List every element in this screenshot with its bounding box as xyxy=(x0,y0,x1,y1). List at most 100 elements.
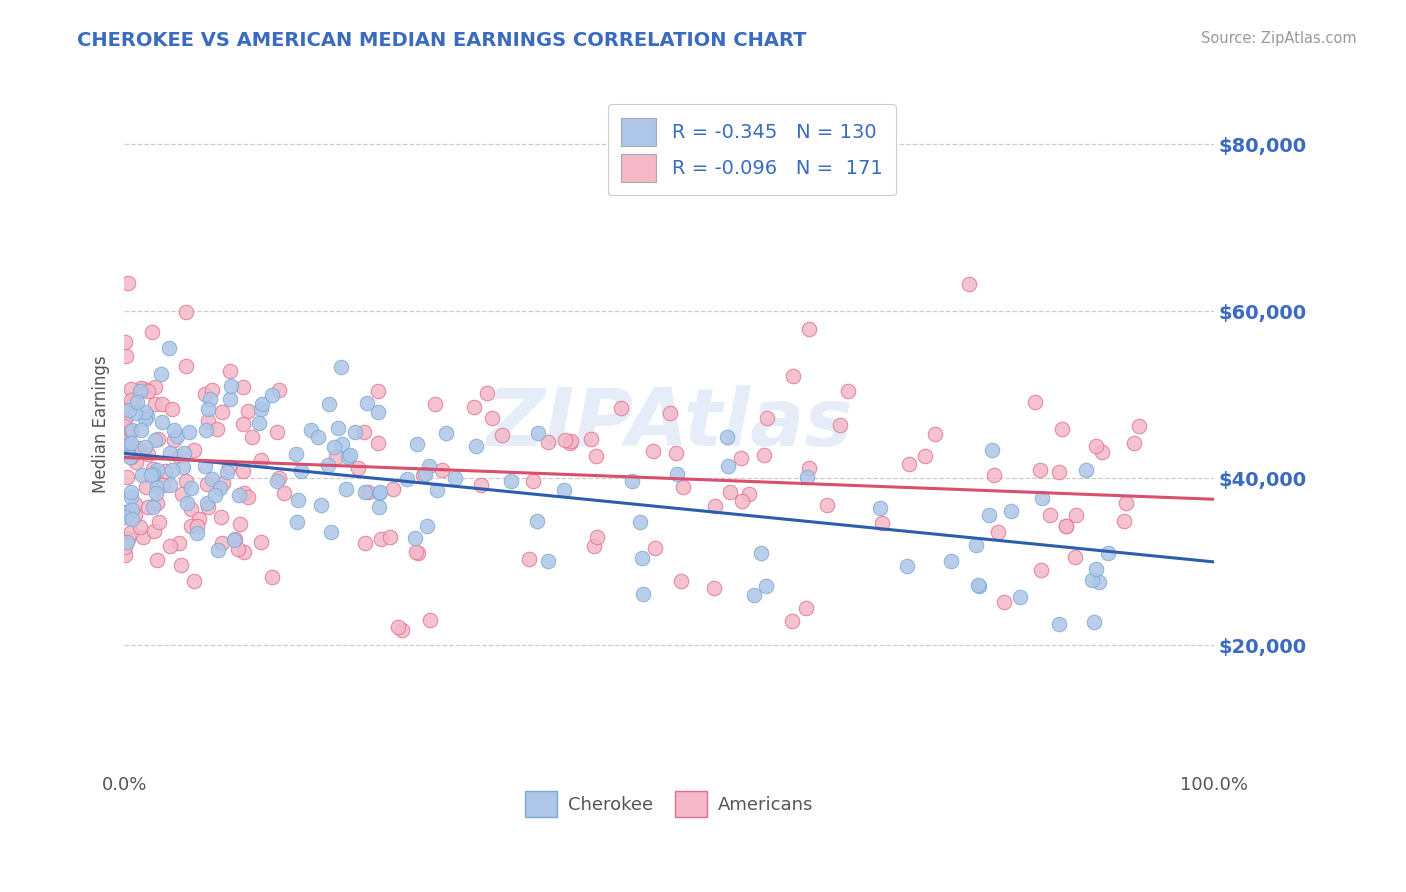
Point xyxy=(1081,574,1104,588)
Point xyxy=(114,540,136,554)
Point xyxy=(201,472,224,486)
Point xyxy=(197,500,219,515)
Point xyxy=(870,516,893,530)
Point xyxy=(644,541,666,555)
Point xyxy=(290,464,312,478)
Point xyxy=(155,464,177,478)
Point xyxy=(1050,422,1073,436)
Point xyxy=(586,530,609,544)
Point xyxy=(837,384,859,398)
Point xyxy=(172,459,194,474)
Point xyxy=(114,509,136,524)
Point xyxy=(221,378,243,392)
Point xyxy=(195,477,218,491)
Point xyxy=(159,539,181,553)
Point xyxy=(125,442,148,457)
Text: CHEROKEE VS AMERICAN MEDIAN EARNINGS CORRELATION CHART: CHEROKEE VS AMERICAN MEDIAN EARNINGS COR… xyxy=(77,31,807,50)
Point xyxy=(163,434,186,448)
Point xyxy=(669,574,692,588)
Point xyxy=(186,519,208,533)
Point xyxy=(136,446,159,460)
Point xyxy=(136,500,159,514)
Point xyxy=(354,484,377,499)
Point xyxy=(174,359,197,373)
Point xyxy=(170,558,193,572)
Point xyxy=(150,367,173,381)
Point xyxy=(299,423,322,437)
Point xyxy=(357,484,380,499)
Point xyxy=(343,425,366,439)
Point xyxy=(121,423,143,437)
Point xyxy=(201,384,224,398)
Point xyxy=(287,515,309,529)
Point xyxy=(621,475,644,489)
Point xyxy=(755,579,778,593)
Point xyxy=(139,467,162,482)
Point xyxy=(718,485,741,500)
Point xyxy=(287,492,309,507)
Point xyxy=(122,394,145,409)
Point xyxy=(426,483,449,497)
Point xyxy=(1054,519,1077,533)
Point xyxy=(830,417,852,432)
Point xyxy=(434,425,457,440)
Point xyxy=(129,424,152,438)
Point xyxy=(172,486,194,500)
Point xyxy=(967,578,990,592)
Point xyxy=(404,531,426,545)
Point xyxy=(981,443,1004,458)
Point xyxy=(117,532,139,546)
Point xyxy=(704,499,727,513)
Point xyxy=(610,401,633,415)
Point xyxy=(115,425,138,440)
Point xyxy=(160,463,183,477)
Point xyxy=(177,425,200,439)
Point xyxy=(631,550,654,565)
Point xyxy=(112,401,135,416)
Point xyxy=(120,424,142,438)
Point xyxy=(128,442,150,456)
Point xyxy=(128,520,150,534)
Point xyxy=(319,524,342,539)
Point xyxy=(180,519,202,533)
Point xyxy=(129,384,152,399)
Point xyxy=(143,433,166,447)
Point xyxy=(665,467,688,481)
Point xyxy=(1038,508,1060,523)
Point xyxy=(330,360,353,375)
Point xyxy=(232,486,254,500)
Point xyxy=(209,510,232,524)
Point xyxy=(134,405,156,419)
Point xyxy=(131,468,153,483)
Point xyxy=(211,536,233,550)
Point xyxy=(703,582,725,596)
Point xyxy=(238,490,260,504)
Point xyxy=(553,483,575,497)
Point xyxy=(207,422,229,436)
Point xyxy=(218,459,240,474)
Point xyxy=(522,475,544,489)
Point xyxy=(815,498,838,512)
Point xyxy=(173,446,195,460)
Point xyxy=(1047,617,1070,632)
Point xyxy=(167,535,190,549)
Point xyxy=(250,452,273,467)
Point xyxy=(742,588,765,602)
Point xyxy=(336,450,359,464)
Point xyxy=(914,449,936,463)
Point xyxy=(262,388,284,402)
Point xyxy=(318,397,340,411)
Point xyxy=(1029,463,1052,477)
Point xyxy=(118,447,141,461)
Point xyxy=(219,392,242,406)
Point xyxy=(166,429,188,443)
Point xyxy=(554,433,576,447)
Point xyxy=(481,411,503,425)
Point xyxy=(326,421,349,435)
Point xyxy=(232,380,254,394)
Point xyxy=(780,615,803,629)
Point xyxy=(219,364,242,378)
Point xyxy=(987,524,1010,539)
Point xyxy=(501,475,523,489)
Point xyxy=(124,406,146,420)
